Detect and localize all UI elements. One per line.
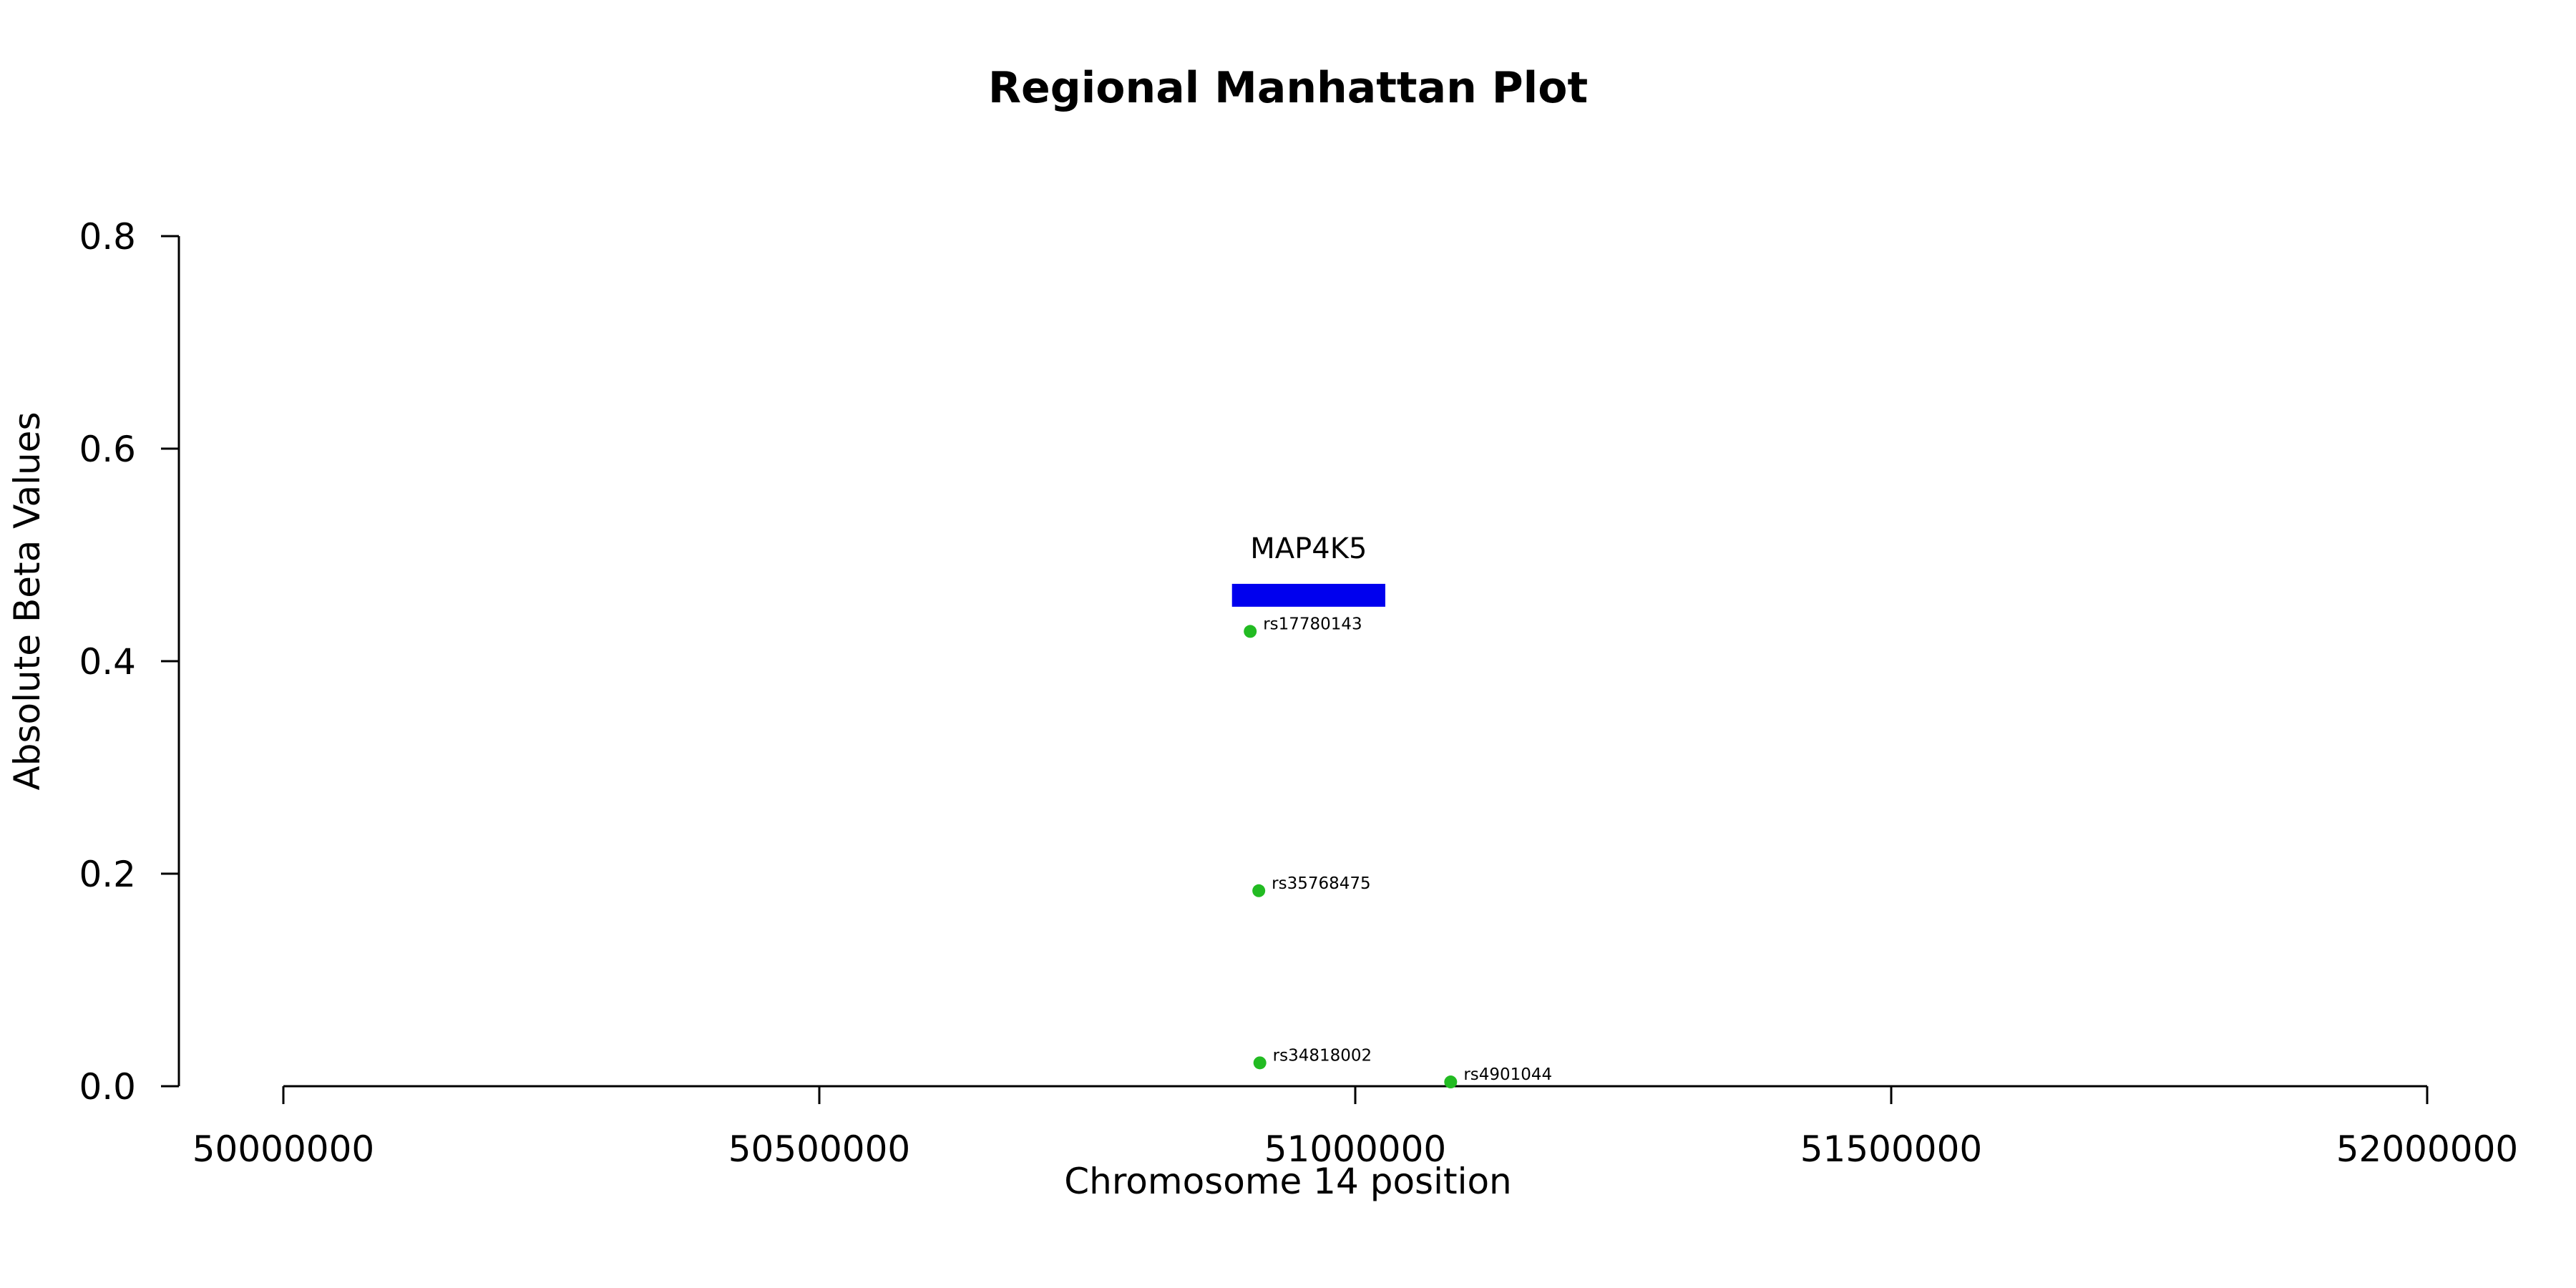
x-tick-label: 52000000	[2336, 1128, 2519, 1170]
y-tick-label: 0.6	[79, 429, 136, 470]
snp-point	[1253, 1056, 1267, 1070]
gene-track: MAP4K5	[1231, 532, 1385, 607]
x-tick-label: 50500000	[728, 1128, 911, 1170]
y-axis-label: Absolute Beta Values	[6, 412, 48, 791]
x-axis-label: Chromosome 14 position	[1064, 1161, 1512, 1202]
gene-bar	[1231, 583, 1385, 607]
y-tick-label: 0.2	[79, 854, 136, 895]
chart-title: Regional Manhattan Plot	[988, 63, 1588, 113]
y-axis: 0.0 0.2 0.4 0.6 0.8	[79, 216, 180, 1108]
snp-point	[1244, 625, 1257, 638]
x-axis: 50000000 50500000 51000000 51500000 52000000	[192, 1085, 2519, 1170]
y-tick-label: 0.0	[79, 1066, 136, 1108]
y-tick-label: 0.8	[79, 216, 136, 258]
snp-label: rs34818002	[1273, 1046, 1372, 1065]
x-tick-label: 51500000	[1800, 1128, 1983, 1170]
snp-label: rs4901044	[1463, 1065, 1552, 1084]
snp-point	[1252, 884, 1266, 897]
snp-points: rs17780143 rs35768475 rs34818002 rs4901044	[1244, 615, 1552, 1089]
x-tick-label: 50000000	[192, 1128, 375, 1170]
y-tick-label: 0.4	[79, 641, 136, 683]
x-tick-label: 51000000	[1264, 1128, 1447, 1170]
snp-point	[1444, 1075, 1458, 1089]
gene-label: MAP4K5	[1250, 532, 1367, 565]
snp-label: rs35768475	[1272, 874, 1371, 893]
snp-label: rs17780143	[1263, 615, 1362, 633]
